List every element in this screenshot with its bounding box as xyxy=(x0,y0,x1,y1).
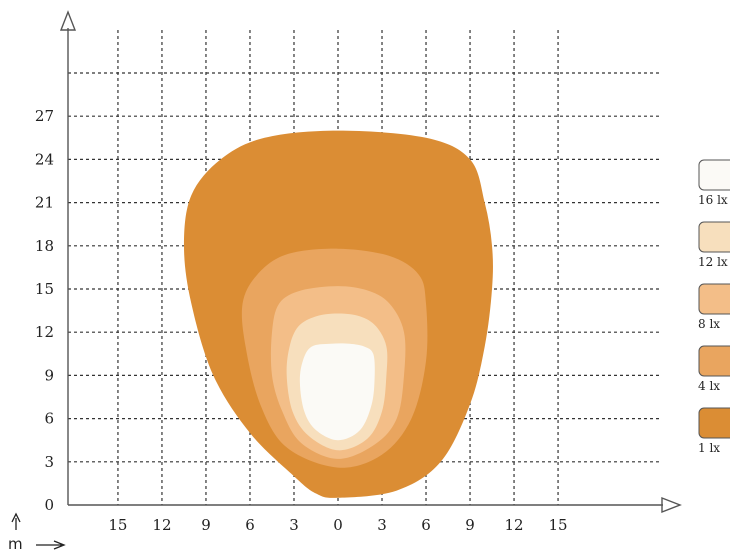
x-tick-label: 0 xyxy=(333,516,343,534)
up-arrow-icon xyxy=(11,512,21,530)
y-tick-label: 24 xyxy=(35,150,54,168)
legend-label: 4 lx xyxy=(698,379,720,393)
legend-swatch xyxy=(698,283,730,315)
right-arrow-icon xyxy=(36,540,66,550)
legend-swatch xyxy=(698,221,730,253)
y-tick-label: 27 xyxy=(35,107,54,125)
y-axis-arrow xyxy=(59,10,77,31)
x-tick-label: 6 xyxy=(245,516,255,534)
y-tick-label: 15 xyxy=(35,280,54,298)
y-tick-label: 3 xyxy=(44,453,54,471)
legend: 16 lx 12 lx 8 lx 4 lx 1 lx xyxy=(698,159,730,455)
y-tick-label: 0 xyxy=(44,496,54,514)
legend-label: 1 lx xyxy=(698,441,720,455)
y-tick-labels: 0 3 6 9 12 15 18 21 24 27 xyxy=(35,107,54,514)
isolux-regions xyxy=(184,130,493,498)
x-tick-label: 9 xyxy=(465,516,475,534)
y-tick-label: 12 xyxy=(35,323,54,341)
axes xyxy=(59,10,682,514)
x-tick-label: 6 xyxy=(421,516,431,534)
isolux-region-16-lx xyxy=(299,343,375,441)
units-label: m xyxy=(8,535,23,553)
x-tick-labels: 15 12 9 6 3 0 3 6 9 12 15 xyxy=(108,516,567,534)
x-tick-label: 15 xyxy=(549,516,568,534)
x-tick-label: 9 xyxy=(201,516,211,534)
y-tick-label: 6 xyxy=(44,410,54,428)
legend-swatch xyxy=(698,159,730,191)
legend-label: 8 lx xyxy=(698,317,720,331)
y-tick-label: 18 xyxy=(35,237,54,255)
x-tick-label: 12 xyxy=(152,516,171,534)
units-indicator: m xyxy=(8,512,66,553)
legend-label: 12 lx xyxy=(698,255,728,269)
x-tick-label: 12 xyxy=(504,516,523,534)
x-tick-label: 3 xyxy=(289,516,299,534)
legend-swatch xyxy=(698,407,730,439)
x-tick-label: 15 xyxy=(108,516,127,534)
x-axis-arrow xyxy=(661,496,682,514)
y-tick-label: 21 xyxy=(35,194,54,212)
legend-swatch xyxy=(698,345,730,377)
x-tick-label: 3 xyxy=(377,516,387,534)
legend-label: 16 lx xyxy=(698,193,728,207)
y-tick-label: 9 xyxy=(44,366,54,384)
